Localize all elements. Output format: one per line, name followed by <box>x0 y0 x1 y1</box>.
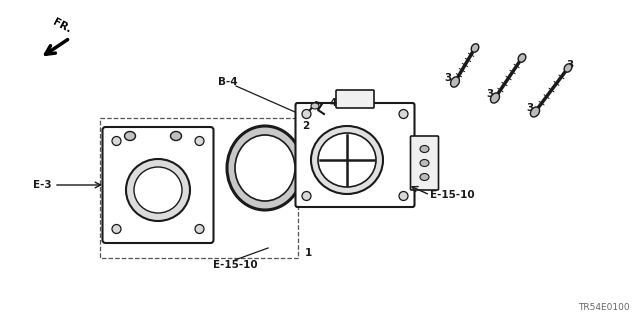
Ellipse shape <box>227 126 303 210</box>
Ellipse shape <box>399 109 408 118</box>
Ellipse shape <box>302 191 311 201</box>
Ellipse shape <box>125 131 136 140</box>
Text: 1: 1 <box>305 248 312 258</box>
FancyBboxPatch shape <box>296 103 415 207</box>
Ellipse shape <box>471 44 479 52</box>
Text: 3: 3 <box>526 103 534 113</box>
Text: FR.: FR. <box>51 17 73 35</box>
Ellipse shape <box>420 145 429 152</box>
FancyBboxPatch shape <box>102 127 214 243</box>
Ellipse shape <box>134 167 182 213</box>
Text: TR54E0100: TR54E0100 <box>579 303 630 312</box>
Text: 3: 3 <box>444 73 452 83</box>
Ellipse shape <box>195 137 204 145</box>
Ellipse shape <box>564 64 572 72</box>
Ellipse shape <box>311 126 383 194</box>
Ellipse shape <box>302 109 311 118</box>
Ellipse shape <box>451 77 460 87</box>
Text: 3: 3 <box>566 60 573 70</box>
Ellipse shape <box>311 103 319 109</box>
Ellipse shape <box>518 54 526 62</box>
Ellipse shape <box>420 174 429 181</box>
Ellipse shape <box>318 133 376 187</box>
Ellipse shape <box>195 225 204 234</box>
Text: 2: 2 <box>302 121 310 131</box>
Text: E-15-10: E-15-10 <box>430 190 475 200</box>
FancyBboxPatch shape <box>410 136 438 190</box>
Text: E-15-10: E-15-10 <box>212 260 257 270</box>
Text: 3: 3 <box>486 89 493 99</box>
Ellipse shape <box>490 93 500 103</box>
FancyBboxPatch shape <box>336 90 374 108</box>
Ellipse shape <box>170 131 182 140</box>
Ellipse shape <box>399 191 408 201</box>
Text: E-3: E-3 <box>33 180 52 190</box>
Ellipse shape <box>420 160 429 167</box>
Ellipse shape <box>531 107 540 117</box>
Ellipse shape <box>112 225 121 234</box>
Ellipse shape <box>235 135 295 201</box>
Text: 4: 4 <box>330 98 337 108</box>
Ellipse shape <box>112 137 121 145</box>
Ellipse shape <box>126 159 190 221</box>
Text: B-4: B-4 <box>218 77 238 87</box>
